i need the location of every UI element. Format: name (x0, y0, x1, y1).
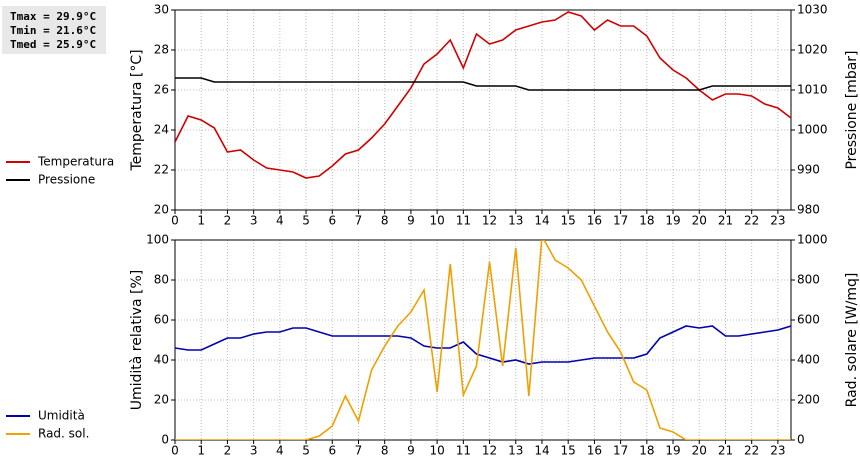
y-tick-label: 80 (154, 273, 169, 287)
y2-tick-label: 800 (797, 273, 820, 287)
x-tick-label: 14 (534, 214, 549, 228)
x-tick-label: 18 (639, 214, 654, 228)
x-tick-label: 11 (456, 444, 471, 458)
x-tick-label: 15 (561, 444, 576, 458)
y-tick-label: 22 (154, 163, 169, 177)
x-tick-label: 3 (250, 214, 258, 228)
x-tick-label: 12 (482, 214, 497, 228)
x-tick-label: 19 (665, 214, 680, 228)
x-tick-label: 22 (744, 444, 759, 458)
y-tick-label: 30 (154, 3, 169, 17)
x-tick-label: 16 (587, 214, 602, 228)
x-tick-label: 13 (508, 214, 523, 228)
y2-axis-label: Pressione [mbar] (844, 50, 860, 169)
y-axis-label: Temperatura [°C] (129, 49, 145, 171)
series-line (175, 11, 791, 179)
x-tick-label: 10 (429, 444, 444, 458)
y2-tick-label: 990 (797, 163, 820, 177)
x-tick-label: 21 (718, 214, 733, 228)
x-tick-label: 18 (639, 444, 654, 458)
series-line (175, 77, 791, 91)
x-tick-label: 9 (407, 444, 415, 458)
x-tick-label: 21 (718, 444, 733, 458)
x-tick-label: 13 (508, 444, 523, 458)
x-tick-label: 17 (613, 214, 628, 228)
x-tick-label: 7 (355, 214, 363, 228)
x-tick-label: 4 (276, 444, 284, 458)
x-tick-label: 22 (744, 214, 759, 228)
x-tick-label: 8 (381, 444, 389, 458)
y-tick-label: 26 (154, 83, 169, 97)
y2-tick-label: 0 (797, 433, 805, 447)
stat: Tmax = 29.9°C (10, 10, 96, 23)
y2-tick-label: 1000 (797, 233, 828, 247)
x-tick-label: 9 (407, 214, 415, 228)
x-tick-label: 10 (429, 214, 444, 228)
series-line (175, 240, 791, 440)
x-tick-label: 4 (276, 214, 284, 228)
y-axis-label: Umidità relativa [%] (129, 270, 145, 411)
y2-tick-label: 1030 (797, 3, 828, 17)
y-tick-label: 40 (154, 353, 169, 367)
x-tick-label: 7 (355, 444, 363, 458)
x-tick-label: 23 (770, 214, 785, 228)
x-tick-label: 14 (534, 444, 549, 458)
x-tick-label: 2 (224, 214, 232, 228)
plot-frame (174, 239, 792, 441)
series-line (175, 325, 791, 365)
x-tick-label: 16 (587, 444, 602, 458)
x-tick-label: 3 (250, 444, 258, 458)
y-tick-label: 24 (154, 123, 169, 137)
x-tick-label: 6 (328, 214, 336, 228)
y-tick-label: 28 (154, 43, 169, 57)
x-tick-label: 0 (171, 214, 179, 228)
plot-frame (174, 9, 792, 211)
x-tick-label: 5 (302, 214, 310, 228)
x-tick-label: 19 (665, 444, 680, 458)
x-tick-label: 1 (197, 214, 205, 228)
y-tick-label: 20 (154, 393, 169, 407)
y2-tick-label: 200 (797, 393, 820, 407)
x-tick-label: 2 (224, 444, 232, 458)
x-tick-label: 8 (381, 214, 389, 228)
legend-label: Pressione (38, 173, 95, 187)
x-tick-label: 20 (692, 444, 707, 458)
y2-tick-label: 400 (797, 353, 820, 367)
y2-tick-label: 980 (797, 203, 820, 217)
y2-axis-label: Rad. solare [W/mq] (844, 273, 860, 408)
y2-tick-label: 1010 (797, 83, 828, 97)
y2-tick-label: 600 (797, 313, 820, 327)
y-tick-label: 0 (161, 433, 169, 447)
y-tick-label: 60 (154, 313, 169, 327)
x-tick-label: 23 (770, 444, 785, 458)
x-tick-label: 0 (171, 444, 179, 458)
x-tick-label: 15 (561, 214, 576, 228)
x-tick-label: 11 (456, 214, 471, 228)
stats-box (2, 6, 106, 54)
y2-tick-label: 1000 (797, 123, 828, 137)
legend-label: Temperatura (37, 155, 114, 169)
stat: Tmin = 21.6°C (10, 24, 96, 37)
legend-label: Umidità (38, 409, 85, 423)
y-tick-label: 20 (154, 203, 169, 217)
x-tick-label: 12 (482, 444, 497, 458)
x-tick-label: 1 (197, 444, 205, 458)
legend-label: Rad. sol. (38, 427, 89, 441)
stat: Tmed = 25.9°C (10, 38, 96, 51)
x-tick-label: 6 (328, 444, 336, 458)
x-tick-label: 5 (302, 444, 310, 458)
x-tick-label: 20 (692, 214, 707, 228)
x-tick-label: 17 (613, 444, 628, 458)
y-tick-label: 100 (146, 233, 169, 247)
y2-tick-label: 1020 (797, 43, 828, 57)
